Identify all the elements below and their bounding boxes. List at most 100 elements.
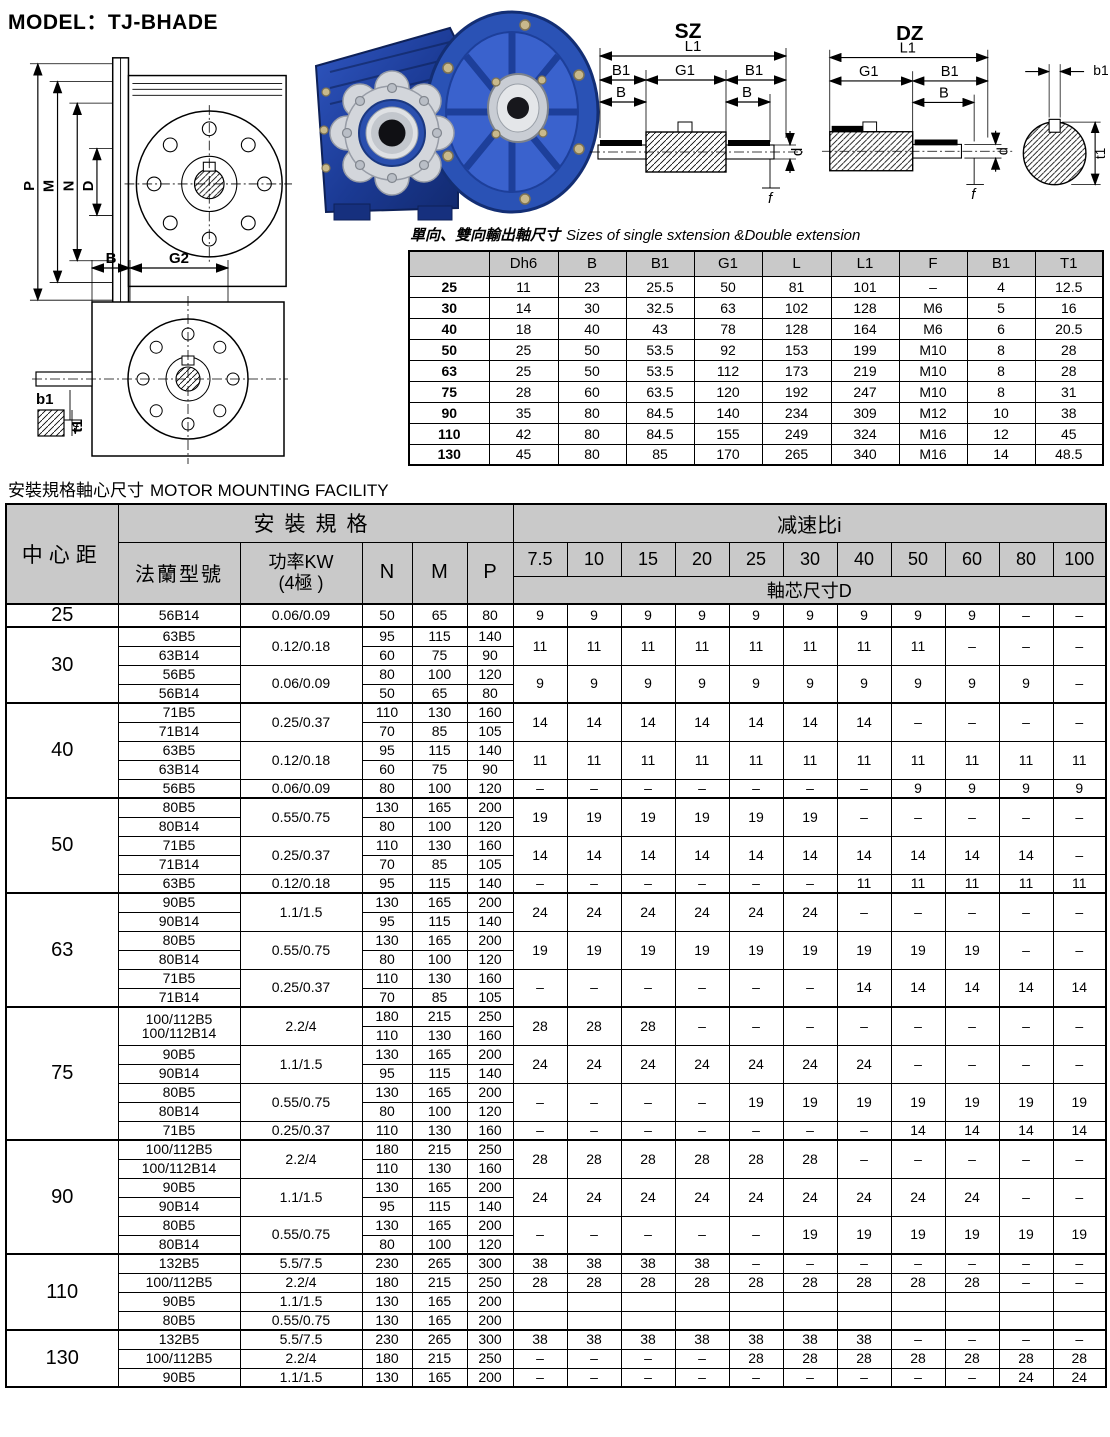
table-cell: 100 [411,1101,468,1122]
table-cell: 9 [566,603,622,628]
table-cell: 11 [566,740,622,780]
table-cell: 0.55/0.75 [239,930,363,970]
table-cell: – [674,1006,730,1046]
table-cell: – [998,930,1054,970]
table-cell: 1.1/1.5 [239,1177,363,1217]
table-cell: – [836,1139,892,1179]
table-cell: 75 [411,759,468,780]
table-cell: 200 [466,892,514,913]
table-cell: 160 [466,702,514,723]
table-cell: 165 [411,930,468,951]
table-cell: 14 [890,1120,946,1141]
table-cell: 19 [566,797,622,837]
table-cell: 71B5 [117,702,241,723]
table-cell: 80 [557,443,627,466]
table-cell: 11 [512,740,568,780]
table-cell: 90B5 [117,892,241,913]
table-cell: 8 [966,359,1036,382]
table-cell: 9 [728,603,784,628]
table-cell: 38 [566,1253,622,1274]
table-cell: – [998,892,1054,932]
table-cell: – [674,1120,730,1141]
table-cell: 100 [411,816,468,837]
table-cell: 14 [998,968,1054,1008]
table-cell: – [1052,1272,1107,1293]
table-cell: 95 [361,626,413,647]
table-cell: 11 [836,873,892,894]
table-cell: 140 [466,626,514,647]
table-cell: – [836,1253,892,1274]
table-row: 40 18 40 43 78 128 164 M6 6 20.5 [408,317,1104,340]
table-row: 25 11 23 25.5 50 81 101–4 12.5 [408,275,1104,298]
table-cell: 24 [512,1177,568,1217]
table-cell: 8 [966,338,1036,361]
dz-d: d [995,147,1011,155]
table-cell: 130 [411,702,468,723]
table-cell: 30 [408,296,490,319]
table-cell: 80B5 [117,930,241,951]
table-cell: 14 [966,443,1036,466]
table-cell: – [1052,1139,1107,1179]
table-cell: 38 [620,1329,676,1350]
section-heading: 安裝規格軸心尺寸 MOTOR MOUNTING FACILITY [8,476,389,501]
table-cell: 130 [361,930,413,951]
dim-label-n: N [61,181,77,192]
table-cell: 14 [728,702,784,742]
table-cell: 80 [361,1234,413,1255]
table-cell: – [674,1215,730,1255]
table-cell: 130 [361,1177,413,1198]
table-cell: 140 [466,1196,514,1217]
table-cell: 38 [566,1329,622,1350]
table-cell: 120 [693,380,763,403]
table-cell: 28 [782,1139,838,1179]
table-cell: – [674,968,730,1008]
table-cell: 24 [782,1044,838,1084]
table-cell: 71B5 [117,835,241,856]
table-cell: 11 [890,873,946,894]
table-cell: 25 [488,359,559,382]
table-cell: 19 [728,797,784,837]
table-cell: 11 [674,626,730,666]
table-cell: – [620,778,676,799]
table-cell: – [1052,603,1107,628]
table-cell: 165 [411,1082,468,1103]
table-cell: 24 [998,1367,1054,1388]
table-cell: 250 [466,1139,514,1160]
table-cell: 9 [566,664,622,704]
table-cell: 11 [620,740,676,780]
table-cell: 45 [1034,422,1104,445]
table-cell: 250 [466,1272,514,1293]
table-cell [836,1310,892,1331]
table-cell: 63.5 [625,380,695,403]
table-row: 90B5 1.1/1.5 130 165 200– – – – – – – – –24 24 [6,1367,1107,1388]
table-cell: 19 [782,1215,838,1255]
table-row: 30 63B5 0.12/0.18 95 115 140 11 11 11 11 11 11 11 11–… [5,626,1107,704]
table-cell: – [566,873,622,894]
table-cell: 250 [466,1006,514,1027]
table-cell: 14 [1052,1120,1107,1141]
table-cell: 71B5 [117,1120,241,1141]
table-cell: 90 [466,759,514,780]
table-cell: 130 [361,1082,413,1103]
table-cell: 63 [5,892,119,1008]
heading-zh: 安裝規格軸心尺寸 [8,481,144,500]
table-cell: – [674,1367,730,1388]
caption-zh: 單向、雙向輸出軸尺寸 [410,227,561,244]
table-cell: – [620,873,676,894]
table-cell: 11 [944,740,1000,780]
table-cell: 324 [830,422,900,445]
table-cell: 9 [944,778,1000,799]
table-cell: 130 [411,1120,468,1141]
table-cell: 11 [890,626,946,666]
table-cell: 0.06/0.09 [239,664,363,704]
table-cell: 19 [674,797,730,837]
table-row: 63B5 0.12/0.18 95 115 140 11 11 11 11 11 11 11 11 11 1… [6,740,1107,780]
table-cell: 160 [466,1158,514,1179]
col-header-n: N [361,541,413,605]
table-row: 71B14 70 85 105 [6,721,1106,742]
table-cell: 38 [512,1253,568,1274]
table-cell: 165 [411,1177,468,1198]
table-cell: 63B5 [117,740,241,761]
table-cell: 120 [466,664,514,685]
table-cell: 28 [512,1139,568,1179]
